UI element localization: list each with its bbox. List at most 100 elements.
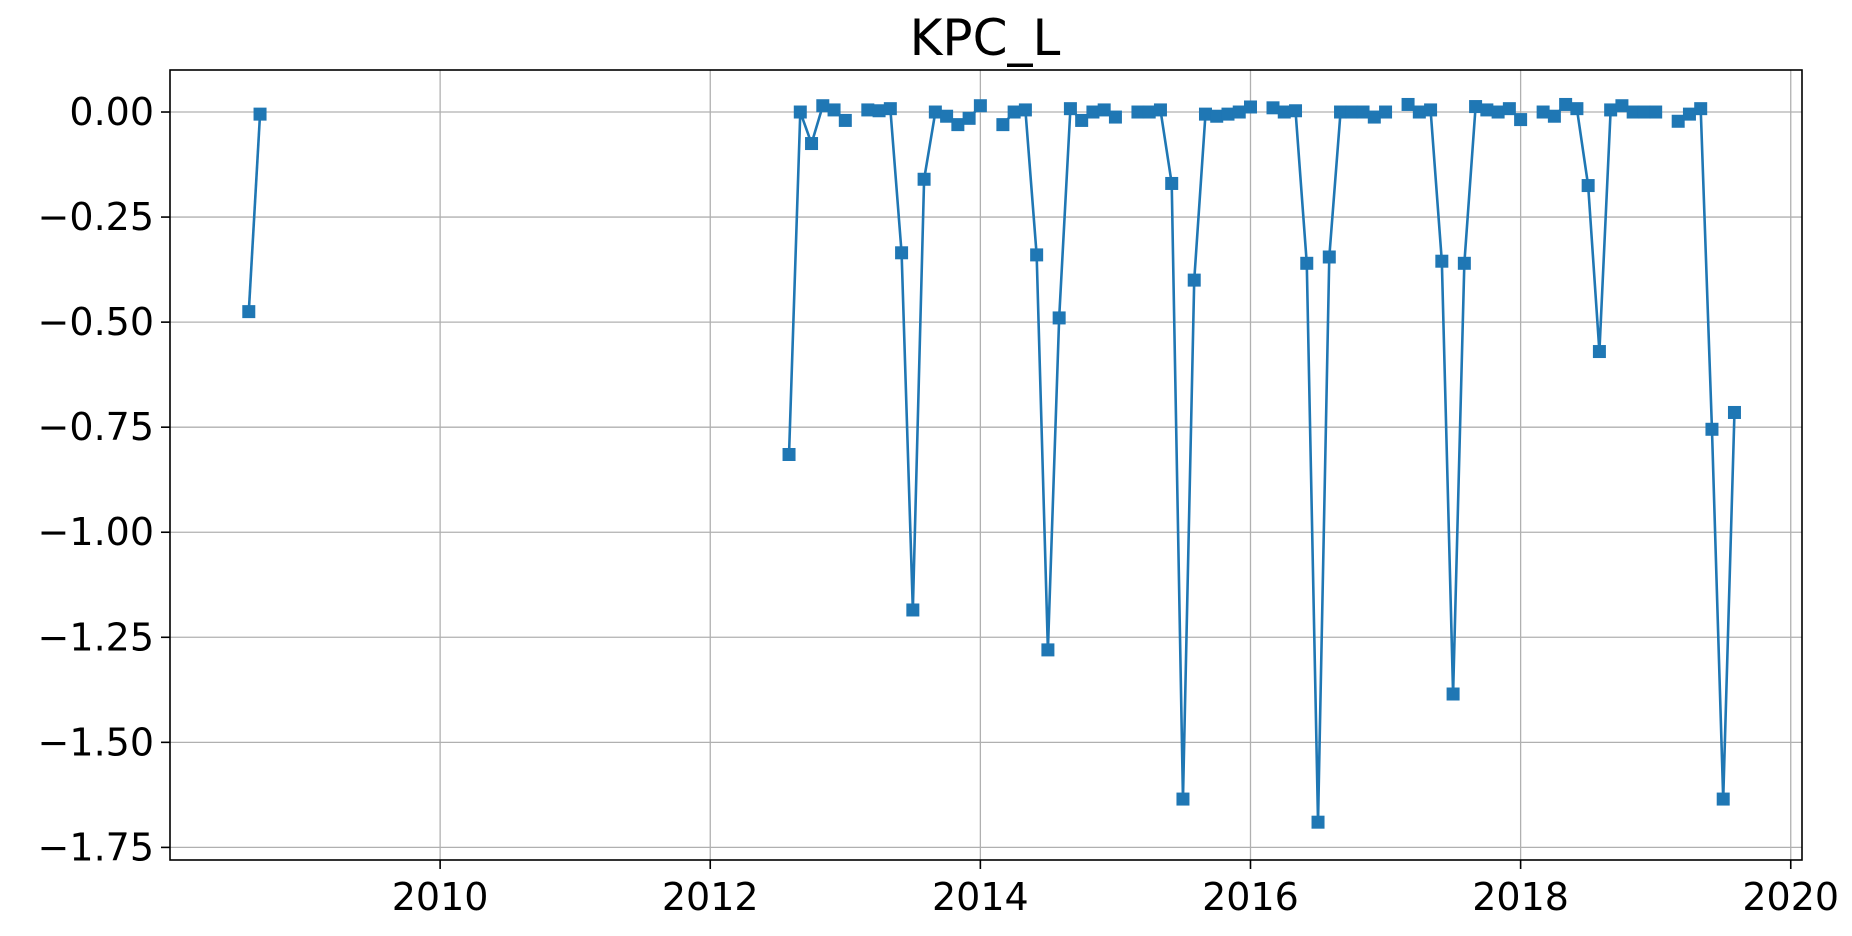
data-point-marker [1266,101,1280,115]
data-point-marker [1052,311,1066,325]
data-point-marker [1345,105,1359,119]
data-point-marker [1210,109,1224,123]
data-point-marker [1289,104,1303,118]
x-tick-label: 2012 [662,875,759,919]
data-point-marker [1018,103,1032,117]
data-point-marker [838,113,852,127]
x-tick-label: 2018 [1472,875,1569,919]
data-point-marker [1705,422,1719,436]
data-point-marker [793,105,807,119]
data-point-marker [1615,99,1629,113]
data-point-marker [805,137,819,151]
y-tick-label: −0.50 [38,300,154,344]
data-point-marker [1604,103,1618,117]
x-tick-label: 2010 [392,875,489,919]
data-point-marker [1063,102,1077,116]
data-point-marker [1649,105,1663,119]
data-point-marker [1570,102,1584,116]
data-point-marker [1626,105,1640,119]
data-point-marker [1198,107,1212,121]
data-point-marker [1187,273,1201,287]
data-point-marker [1671,114,1685,128]
y-tick-label: 0.00 [69,90,154,134]
data-point-marker [1536,105,1550,119]
data-point-marker [1559,97,1573,111]
data-point-marker [1727,405,1741,419]
data-point-marker [1581,179,1595,193]
data-point-marker [1694,102,1708,116]
x-tick-label: 2020 [1742,875,1839,919]
chart-title: KPC_L [910,9,1061,67]
data-point-marker [1356,105,1370,119]
data-point-marker [1412,105,1426,119]
data-point-marker [1514,113,1528,127]
y-tick-label: −1.25 [38,615,154,659]
series-line [1137,105,1252,801]
data-point-marker [816,99,830,113]
data-point-marker [906,603,920,617]
data-point-marker [861,103,875,117]
data-point-marker [1637,105,1651,119]
data-point-marker [928,105,942,119]
plot-area-frame [169,69,1803,861]
data-point-marker [973,99,987,113]
x-tick-label: 2016 [1202,875,1299,919]
series-line [1272,106,1387,824]
data-point-marker [962,111,976,125]
data-point-marker [1401,97,1415,111]
data-point-marker [1446,687,1460,701]
data-point-marker [1469,100,1483,114]
y-axis: 0.00 −0.25 −0.50 −0.75 −1.00 −1.25 −1.50 −1.75 [38,90,170,869]
data-point-marker [1243,100,1257,114]
data-point-marker [1300,256,1314,270]
data-point-marker [996,118,1010,132]
data-point-marker [782,447,796,461]
series-line [247,114,262,312]
data-point-marker [1311,815,1325,829]
grid [170,70,1802,860]
y-tick-label: −1.75 [38,825,154,869]
data-point-marker [242,305,256,319]
data-point-marker [1435,254,1449,268]
data-point-marker [1097,103,1111,117]
series-line [1407,103,1522,696]
series-line [1677,107,1736,801]
data-point-marker [1379,105,1393,119]
data-point-marker [1221,107,1235,121]
data-point-marker [1041,643,1055,657]
data-point-marker [1142,105,1156,119]
data-point-marker [1176,792,1190,806]
data-point-marker [895,246,909,260]
y-tick-label: −0.25 [38,195,154,239]
data-point-marker [253,107,267,121]
data-point-marker [1424,103,1438,117]
data-point-marker [1547,109,1561,123]
data-point-marker [917,172,931,186]
data-point-marker [951,118,965,132]
series-group [242,97,1741,829]
y-tick-label: −1.50 [38,720,154,764]
data-point-marker [1153,103,1167,117]
data-point-marker [872,104,886,118]
y-tick-label: −0.75 [38,405,154,449]
data-point-marker [1502,102,1516,116]
x-axis: 2010 2012 2014 2016 2018 2020 [392,860,1839,919]
data-point-marker [1716,792,1730,806]
data-point-marker [1277,105,1291,119]
x-tick-label: 2014 [932,875,1029,919]
data-point-marker [1131,105,1145,119]
data-point-marker [1108,110,1122,124]
series-line [787,104,847,455]
data-point-marker [1491,105,1505,119]
data-point-marker [1165,176,1179,190]
data-point-marker [1367,110,1381,124]
data-point-marker [1592,345,1606,359]
data-point-marker [1075,113,1089,127]
data-point-marker [940,109,954,123]
data-point-marker [1334,105,1348,119]
data-point-marker [1086,105,1100,119]
data-point-marker [1007,105,1021,119]
data-point-marker [883,102,897,116]
data-point-marker [1682,107,1696,121]
y-tick-label: −1.00 [38,510,154,554]
